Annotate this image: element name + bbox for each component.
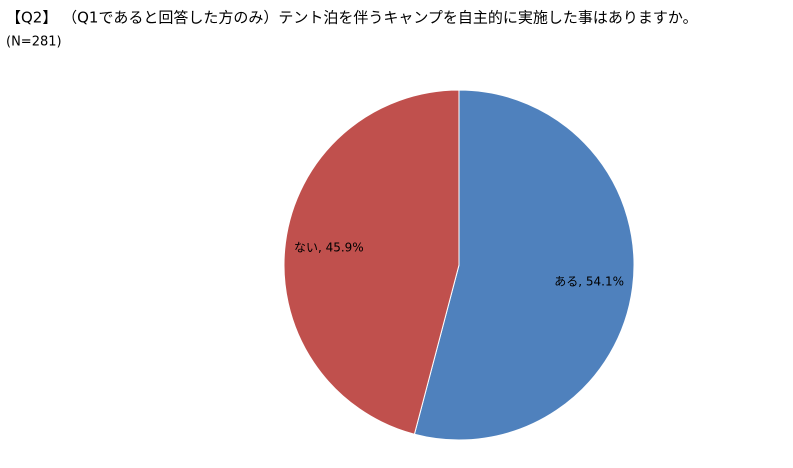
pie-slice bbox=[413, 89, 635, 441]
data-label: ある, 54.1% bbox=[554, 274, 624, 288]
data-label: ない, 45.9% bbox=[294, 241, 364, 255]
pie-slice bbox=[283, 89, 460, 435]
chart-title: 【Q2】 （Q1であると回答した方のみ）テント泊を伴うキャンプを自主的に実施した… bbox=[6, 9, 698, 27]
chart-subtitle: (N=281) bbox=[6, 35, 62, 50]
